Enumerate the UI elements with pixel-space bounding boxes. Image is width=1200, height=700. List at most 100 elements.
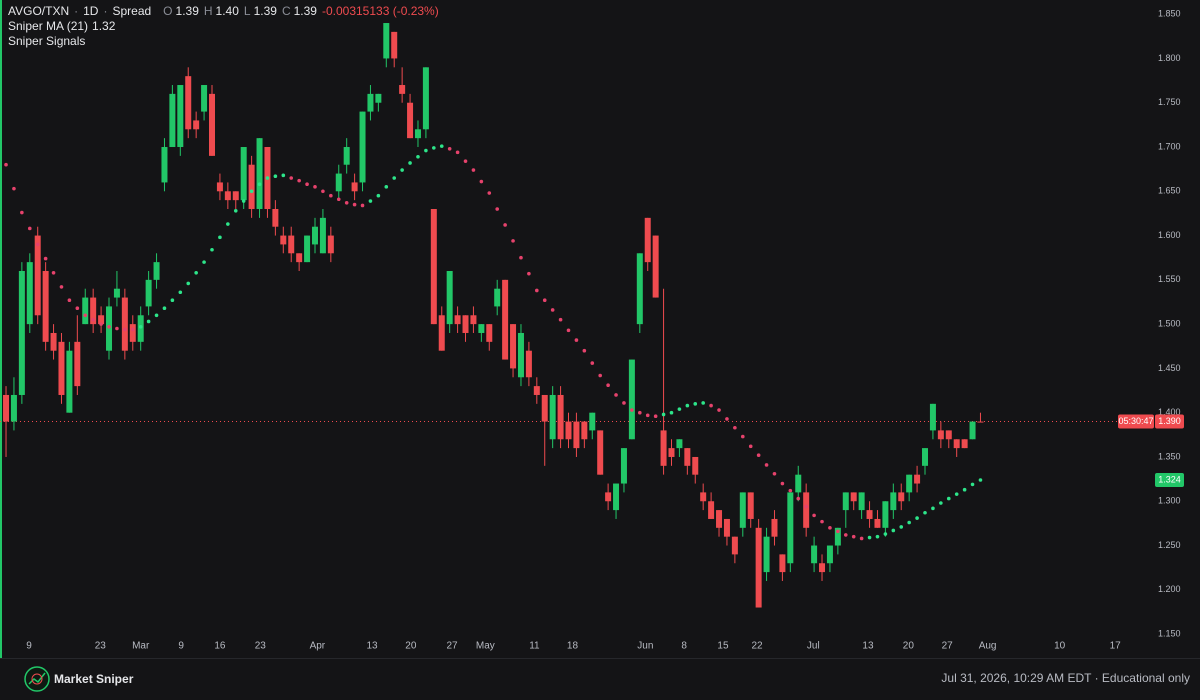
candle-body	[922, 448, 929, 466]
ma-dot	[432, 146, 436, 150]
ma-dot	[424, 148, 428, 153]
candle-body	[462, 315, 469, 333]
ohlc-key: H	[204, 4, 213, 18]
candle	[660, 288, 667, 475]
candle-body	[898, 492, 905, 502]
x-tick-label: 20	[405, 641, 417, 652]
ma-dot	[907, 520, 911, 525]
ma-dot	[519, 255, 523, 260]
interval: 1D	[83, 4, 99, 18]
candle	[565, 412, 572, 449]
candle-body	[66, 350, 73, 413]
candle-body	[874, 518, 881, 528]
x-tick-label: Apr	[310, 641, 326, 652]
ma-dot	[804, 504, 808, 509]
candle-body	[517, 332, 524, 378]
candle-body	[795, 474, 802, 493]
x-tick-label: May	[476, 641, 495, 652]
separator: ·	[103, 4, 107, 18]
candle-body	[430, 209, 437, 325]
candle-body	[914, 474, 921, 484]
ma-dot	[408, 161, 412, 165]
ma-dot	[392, 176, 397, 180]
ma-dot	[638, 410, 642, 415]
ohlc-value: 1.39	[176, 4, 200, 18]
candle	[716, 510, 723, 537]
ma-dot	[297, 178, 301, 183]
ma-dot	[709, 403, 713, 408]
candle	[153, 253, 160, 289]
candle-body	[177, 85, 184, 148]
candle	[977, 412, 984, 423]
candle-body	[763, 536, 770, 573]
x-tick-label: 15	[717, 641, 729, 652]
candle-body	[866, 510, 873, 519]
ma-dot	[321, 189, 325, 194]
candle-body	[882, 501, 889, 528]
symbol: AVGO/TXN	[8, 4, 69, 18]
ma-dot	[495, 207, 500, 211]
x-tick-label: Jul	[807, 641, 820, 652]
y-tick-label: 1.500	[1158, 319, 1181, 329]
candle-body	[953, 439, 960, 449]
candle-body	[375, 93, 382, 103]
candle-body	[351, 182, 358, 192]
ma-dot	[35, 242, 40, 247]
candle	[113, 270, 120, 307]
candle-body	[890, 492, 897, 511]
candle-body	[58, 341, 65, 395]
candle-body	[779, 554, 786, 573]
candle-body	[731, 536, 738, 555]
ma-dot	[273, 174, 278, 179]
logo	[24, 666, 50, 692]
candle	[50, 324, 57, 360]
candle-body	[716, 510, 723, 528]
candle-body	[628, 359, 635, 440]
ma-dot	[677, 407, 682, 411]
x-tick-label: Aug	[979, 641, 997, 652]
header: AVGO/TXN · 1D · Spread O 1.39 H 1.40 L 1.39 C 1.39 -0…	[8, 4, 439, 18]
candle-body	[201, 85, 208, 112]
ma-dot	[305, 182, 309, 187]
candle	[922, 448, 929, 475]
ma-dot	[226, 222, 230, 226]
ma-dot	[281, 173, 286, 178]
candle	[335, 164, 342, 201]
x-tick-label: Mar	[132, 641, 150, 652]
candle-body	[121, 297, 128, 351]
candle	[763, 527, 770, 581]
timestamp: Jul 31, 2026, 10:29 AM EDT · Educational…	[941, 671, 1190, 685]
ma-dot	[590, 361, 595, 365]
candle-body	[605, 492, 612, 502]
candle-body	[771, 518, 778, 537]
ma-dot	[178, 290, 183, 295]
candle	[66, 341, 73, 413]
candle	[866, 501, 873, 528]
ma-dot	[43, 256, 48, 261]
candle-body	[581, 421, 588, 440]
candle	[438, 306, 445, 351]
ma-dot	[614, 393, 618, 397]
candle	[502, 279, 509, 360]
candle	[636, 253, 643, 333]
candle-body	[700, 492, 707, 502]
y-tick-label: 1.300	[1158, 496, 1181, 506]
ma-dot	[487, 191, 492, 195]
ma-dot	[978, 478, 983, 482]
candle	[359, 111, 366, 192]
x-tick-label: 27	[942, 641, 954, 652]
ma-dot	[329, 193, 333, 198]
candle-body	[676, 439, 683, 449]
candle-body	[42, 270, 49, 342]
ma-dot	[733, 425, 737, 430]
candle-body	[636, 253, 643, 325]
x-tick-label: 23	[255, 641, 267, 652]
y-tick-label: 1.400	[1158, 407, 1181, 417]
ma-dot	[12, 186, 16, 191]
ma-dot	[653, 414, 658, 419]
ma-dot	[249, 189, 254, 194]
candle	[787, 492, 794, 573]
candle	[937, 421, 944, 449]
